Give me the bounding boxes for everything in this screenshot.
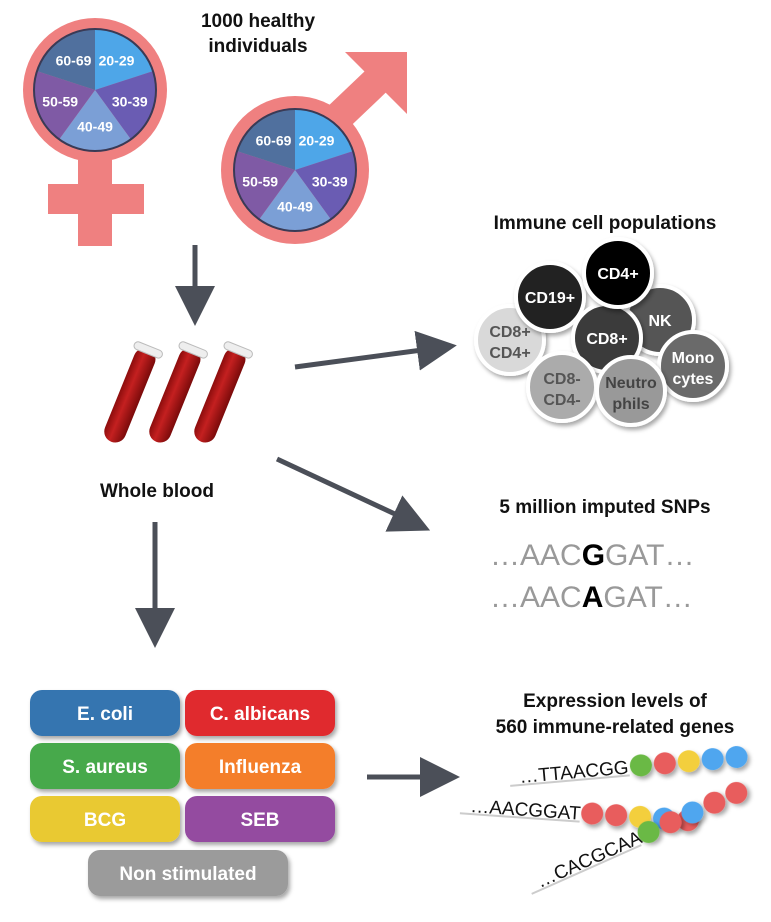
flow-arrows: [135, 245, 460, 797]
cohort-title-line1: 1000 healthy: [201, 11, 315, 32]
expression-read: …CACGCAA: [531, 781, 748, 895]
cell-label: Mono: [672, 350, 715, 367]
snp-sequence-1: …AACGGAT…: [490, 539, 694, 572]
cell-population: CD8+: [571, 302, 643, 374]
cell-label: CD8-: [543, 371, 580, 388]
immune-cell-cluster: CD8+ CD4+ CD19+ NK CD8+ CD4+ CD8- CD4- Mono cytes…: [474, 237, 729, 427]
stimulus-label: SEB: [240, 810, 279, 831]
age-label: 60-69: [56, 52, 92, 68]
cell-label: NK: [648, 313, 672, 330]
blood-tubes-icon: [104, 341, 253, 443]
pie-slice-30-39: [295, 151, 356, 220]
age-label: 30-39: [312, 173, 348, 189]
cell-population: CD19+: [514, 261, 586, 333]
cell-population: CD8- CD4-: [526, 351, 598, 423]
expression-title-line1: Expression levels of: [523, 691, 707, 712]
expression-reads: …TTAACGG …AACGGAT…CACGCAA: [459, 746, 748, 895]
age-label: 60-69: [256, 132, 292, 148]
expression-bead: [681, 801, 704, 824]
stimulus-label: Influenza: [219, 757, 302, 778]
snps-title: 5 million imputed SNPs: [499, 497, 710, 518]
snp-sequences: …AACGGAT… …AACAGAT…: [490, 539, 694, 614]
expression-bead: [629, 754, 652, 777]
expression-bead: [581, 802, 604, 825]
pie-slice-60-69: [236, 109, 295, 170]
arrow-blood-to-cells: [294, 330, 457, 371]
expression-bead: [725, 781, 748, 804]
stimulus-seb: SEB: [185, 796, 335, 842]
pie-slice-50-59: [234, 151, 295, 220]
age-label: 50-59: [242, 173, 278, 189]
snp-allele-2: A: [582, 581, 604, 614]
expression-bead: [725, 746, 748, 769]
pie-slice-30-39: [95, 71, 156, 140]
arrow-blood-to-snps: [275, 456, 431, 532]
stimuli-grid: E. coli C. albicans S. aureus Influenza BCG S…: [30, 690, 335, 896]
cell-label: CD19+: [525, 290, 575, 307]
snp-allele-1: G: [582, 539, 605, 572]
cell-label: phils: [612, 396, 649, 413]
expression-bead: [677, 750, 700, 773]
age-label: 20-29: [99, 52, 135, 68]
age-label: 40-49: [77, 119, 113, 135]
stimulus-label: E. coli: [77, 704, 133, 725]
stimulus-influenza: Influenza: [185, 743, 335, 789]
pie-slice-40-49: [259, 170, 331, 232]
cell-label: CD4-: [543, 392, 580, 409]
cell-population: Neutro phils: [595, 355, 667, 427]
cell-population: Mono cytes: [657, 330, 729, 402]
female-symbol-icon: 20-29 30-39 40-49 50-59 60-69: [23, 18, 167, 246]
expression-bead: [653, 752, 676, 775]
expression-bead: [659, 811, 682, 834]
stimulus-label: Non stimulated: [119, 864, 256, 885]
read-sequence: …TTAACGG: [519, 758, 630, 788]
read-sequence: …AACGGAT: [470, 796, 582, 825]
cells-title: Immune cell populations: [494, 213, 717, 234]
expression-read: …TTAACGG: [510, 746, 748, 788]
stimulus-s-aureus: S. aureus: [30, 743, 180, 789]
pie-slice-20-29: [95, 29, 154, 90]
stimulus-c-albicans: C. albicans: [185, 690, 335, 736]
cell-label: CD4+: [597, 266, 638, 283]
age-label: 20-29: [299, 132, 335, 148]
expression-bead: [703, 791, 726, 814]
stimulus-label: BCG: [84, 810, 126, 831]
pie-slice-60-69: [36, 28, 95, 90]
pie-slice-20-29: [295, 109, 354, 170]
expression-bead: [605, 804, 628, 827]
stimulus-label: S. aureus: [62, 757, 148, 778]
age-pie-female: 20-29 30-39 40-49 50-59 60-69: [33, 28, 157, 152]
cell-label: Neutro: [605, 375, 657, 392]
male-symbol-icon: 20-29 30-39 40-49 50-59 60-69: [221, 52, 407, 244]
expression-bead: [637, 820, 660, 843]
read-sequence: …CACGCAA: [533, 827, 645, 892]
cell-label: CD8+: [586, 331, 627, 348]
pie-slice-40-49: [59, 90, 131, 151]
cell-population: CD4+: [582, 237, 654, 309]
expression-title-line2: 560 immune-related genes: [496, 717, 735, 738]
stimulus-non-stimulated: Non stimulated: [88, 850, 288, 896]
stimulus-bcg: BCG: [30, 796, 180, 842]
cell-label: CD4+: [489, 345, 530, 362]
cohort-title-line2: individuals: [208, 36, 307, 57]
age-label: 30-39: [112, 93, 148, 109]
snp-sequence-2: …AACAGAT…: [490, 581, 693, 614]
stimulus-label: C. albicans: [210, 704, 310, 725]
cell-label: CD8+: [489, 324, 530, 341]
age-pie-male: 20-29 30-39 40-49 50-59 60-69: [233, 108, 357, 232]
expression-bead: [701, 748, 724, 771]
age-label: 50-59: [42, 93, 78, 109]
pie-slice-50-59: [34, 71, 95, 140]
age-label: 40-49: [277, 199, 313, 215]
cell-label: cytes: [673, 371, 714, 388]
whole-blood-label: Whole blood: [100, 481, 214, 502]
stimulus-e-coli: E. coli: [30, 690, 180, 736]
